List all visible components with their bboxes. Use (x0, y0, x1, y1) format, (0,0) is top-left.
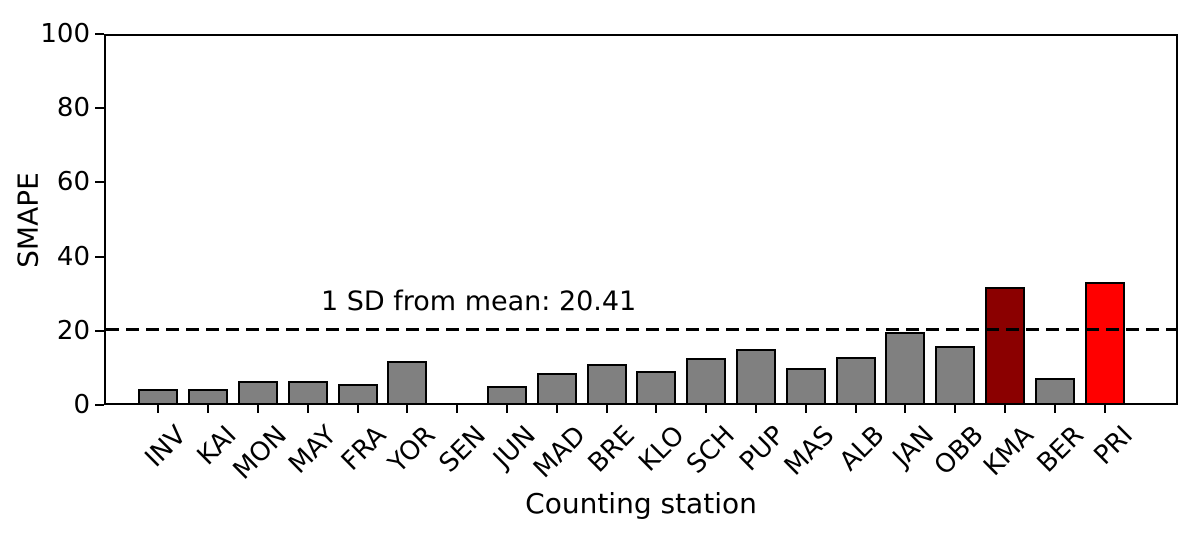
y-tick-mark (95, 181, 104, 184)
x-tick-mark (456, 405, 459, 413)
x-tick-label-klo: KLO (633, 420, 691, 478)
x-axis-title: Counting station (525, 487, 757, 520)
y-tick-label: 20 (56, 315, 90, 346)
x-tick-label-kma: KMA (977, 420, 1040, 483)
bar-kma (985, 286, 1026, 405)
x-tick-label-bre: BRE (582, 420, 642, 479)
x-tick-mark (804, 405, 807, 413)
bar-mas (785, 368, 826, 405)
x-tick-mark (207, 405, 210, 413)
x-tick-mark (356, 405, 359, 413)
x-tick-label-obb: OBB (928, 420, 990, 482)
x-tick-mark (904, 405, 907, 413)
bar-yor (387, 360, 428, 405)
x-tick-mark (605, 405, 608, 413)
bar-inv (138, 389, 179, 405)
bar-fra (337, 383, 378, 405)
x-tick-label-pup: PUP (733, 420, 791, 478)
bar-jun (486, 386, 527, 405)
bar-klo (636, 370, 677, 405)
bar-mon (237, 380, 278, 405)
x-tick-label-mas: MAS (779, 420, 841, 482)
y-tick-label: 80 (56, 93, 90, 124)
x-tick-mark (954, 405, 957, 413)
x-tick-mark (854, 405, 857, 413)
y-tick-label: 0 (73, 390, 90, 420)
threshold-line (106, 327, 1176, 331)
y-tick-label: 60 (56, 167, 90, 198)
x-tick-mark (555, 405, 558, 413)
x-tick-mark (406, 405, 409, 413)
x-tick-label-may: MAY (282, 420, 343, 480)
bar-pup (736, 349, 777, 405)
x-tick-mark (1053, 405, 1056, 413)
bar-jan (885, 332, 926, 405)
x-tick-label-fra: FRA (335, 420, 393, 477)
bar-bre (586, 364, 627, 405)
x-tick-label-ber: BER (1031, 420, 1090, 479)
bar-mad (536, 372, 577, 405)
y-tick-label: 40 (56, 241, 90, 272)
x-tick-label-mad: MAD (527, 420, 592, 485)
bar-pri (1084, 282, 1125, 405)
x-tick-mark (705, 405, 708, 413)
bar-alb (835, 356, 876, 405)
y-tick-mark (95, 107, 104, 110)
x-tick-mark (755, 405, 758, 413)
x-tick-mark (655, 405, 658, 413)
x-tick-label-mon: MON (227, 420, 293, 486)
x-tick-label-jan: JAN (887, 420, 940, 473)
y-tick-label: 100 (40, 19, 90, 49)
y-tick-mark (95, 329, 104, 332)
bar-sch (686, 358, 727, 405)
x-tick-mark (1103, 405, 1106, 413)
bar-ber (1034, 377, 1075, 405)
bar-kai (188, 389, 229, 405)
x-tick-mark (505, 405, 508, 413)
x-tick-mark (1004, 405, 1007, 413)
x-tick-mark (306, 405, 309, 413)
x-tick-mark (256, 405, 259, 413)
threshold-annotation: 1 SD from mean: 20.41 (321, 286, 637, 317)
x-tick-label-sch: SCH (681, 420, 741, 480)
bar-obb (935, 346, 976, 405)
x-tick-label-alb: ALB (833, 420, 891, 477)
y-tick-mark (95, 33, 104, 35)
x-tick-label-inv: INV (139, 420, 193, 474)
x-tick-mark (157, 405, 160, 413)
x-tick-label-yor: YOR (383, 420, 442, 479)
y-tick-mark (95, 255, 104, 258)
x-tick-label-sen: SEN (433, 420, 492, 479)
bar-may (287, 380, 328, 405)
y-tick-mark (95, 404, 104, 406)
x-tick-label-pri: PRI (1088, 420, 1140, 471)
